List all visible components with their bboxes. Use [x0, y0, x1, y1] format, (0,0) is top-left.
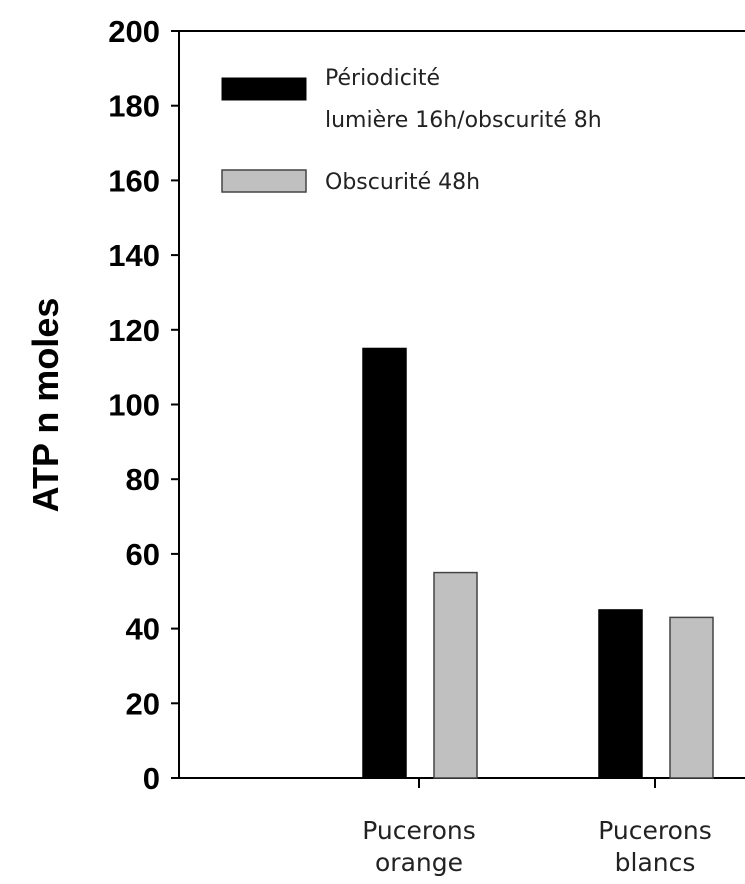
y-axis-label: ATP n moles	[25, 298, 66, 513]
legend-swatch-periodicite	[221, 77, 307, 101]
y-tick-label: 140	[108, 238, 160, 273]
y-tick-label: 0	[143, 761, 160, 796]
y-tick-label: 20	[126, 686, 160, 721]
y-tick-label: 160	[108, 163, 160, 198]
legend-label-obscurite: Obscurité 48h	[325, 170, 480, 195]
y-tick-label: 100	[108, 388, 160, 423]
bar-series0-cat0	[362, 347, 407, 779]
category-label-blancs-line1: Pucerons	[598, 816, 712, 845]
x-ticks	[418, 778, 656, 788]
category-label-orange-line1: Pucerons	[362, 816, 476, 845]
y-tick-label: 40	[126, 612, 160, 647]
y-ticks: 0 20 40 60 80 100 120 140 160 180 200	[108, 14, 179, 796]
category-label-orange-line2: orange	[375, 848, 463, 877]
bar-series1-cat1	[669, 616, 714, 779]
legend-label-periodicite-line2: lumière 16h/obscurité 8h	[325, 108, 602, 133]
y-tick-label: 80	[126, 462, 160, 497]
y-tick-label: 180	[108, 89, 160, 124]
y-tick-label: 200	[108, 14, 160, 49]
y-tick-label: 60	[126, 537, 160, 572]
legend-swatch-obscurite	[221, 169, 307, 193]
bars	[362, 347, 714, 779]
category-label-blancs-line2: blancs	[615, 848, 696, 877]
legend-label-periodicite-line1: Périodicité	[325, 66, 440, 91]
bar-series1-cat0	[433, 571, 478, 779]
legend: Périodicité lumière 16h/obscurité 8h Obs…	[221, 66, 602, 195]
y-tick-label: 120	[108, 313, 160, 348]
bar-series0-cat1	[598, 609, 643, 779]
